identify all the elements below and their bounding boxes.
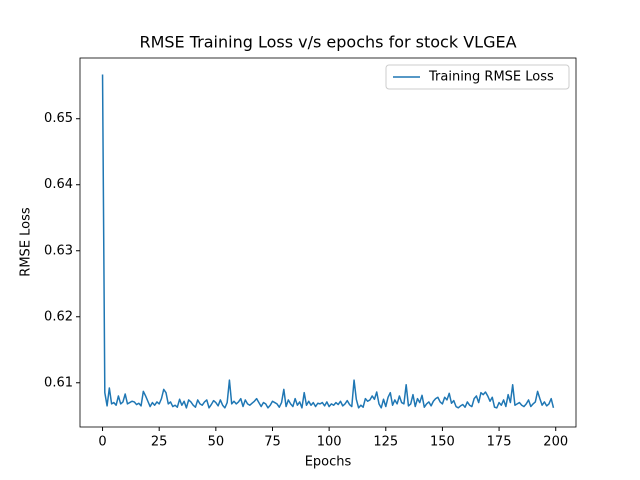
y-tick-label: 0.63 — [44, 243, 73, 258]
legend-box — [385, 64, 570, 90]
chart-title: RMSE Training Loss v/s epochs for stock … — [139, 33, 516, 52]
x-tick-label: 125 — [373, 435, 398, 450]
x-tick-label: 25 — [151, 435, 168, 450]
x-tick-label: 175 — [487, 435, 512, 450]
y-axis-label: RMSE Loss — [19, 207, 34, 277]
x-axis-label: Epochs — [305, 455, 352, 470]
x-tick-label: 75 — [264, 435, 281, 450]
x-tick-label: 150 — [430, 435, 455, 450]
x-tick-label: 50 — [208, 435, 225, 450]
y-tick-label: 0.65 — [44, 111, 73, 126]
x-tick-label: 100 — [317, 435, 342, 450]
x-tick-label: 0 — [98, 435, 106, 450]
y-tick-label: 0.64 — [44, 177, 73, 192]
y-tick-label: 0.62 — [44, 309, 73, 324]
y-tick-label: 0.61 — [44, 375, 73, 390]
x-tick-label: 200 — [543, 435, 568, 450]
axes-frame — [79, 57, 577, 428]
data-line — [101, 74, 555, 409]
legend-label: Training RMSE Loss — [428, 70, 554, 85]
